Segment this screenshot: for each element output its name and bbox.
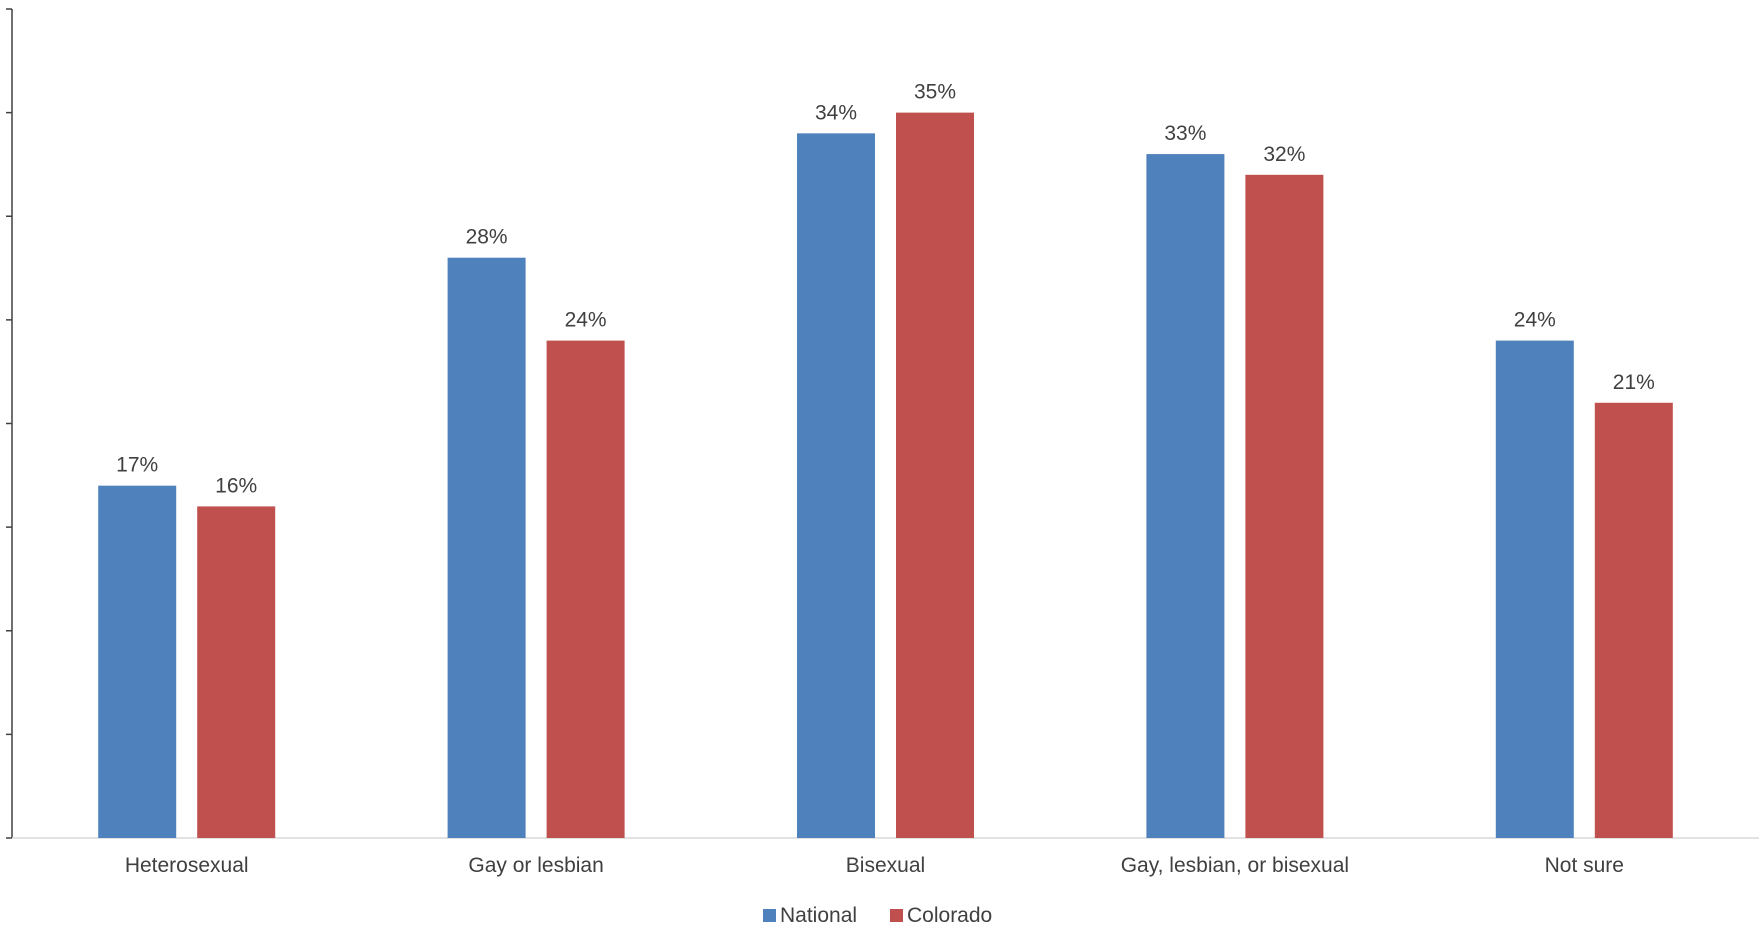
- legend-swatch-colorado: [890, 909, 903, 922]
- bar-national-3: [1146, 154, 1225, 838]
- data-label: 32%: [1263, 143, 1305, 166]
- bar-national-2: [797, 133, 875, 839]
- category-label: Heterosexual: [125, 854, 249, 877]
- bar-colorado-2: [896, 112, 974, 838]
- bar-colorado-3: [1245, 174, 1324, 839]
- bar-national-0: [98, 485, 177, 838]
- bar-colorado-0: [197, 506, 276, 838]
- category-label: Bisexual: [846, 854, 925, 877]
- data-label: 24%: [565, 309, 607, 332]
- data-label: 28%: [466, 226, 508, 249]
- data-labels: 17% 16% 28% 24% 34% 35% 33% 32% 24% 21%: [116, 81, 1655, 498]
- legend-label-national: National: [780, 904, 857, 927]
- category-labels: Heterosexual Gay or lesbian Bisexual Gay, l…: [125, 854, 1624, 877]
- data-label: 17%: [116, 454, 158, 477]
- category-label: Gay or lesbian: [468, 854, 603, 877]
- bar-national-1: [447, 257, 526, 838]
- data-label: 34%: [815, 101, 857, 124]
- category-label: Gay, lesbian, or bisexual: [1121, 854, 1349, 877]
- data-label: 16%: [215, 474, 257, 497]
- bars: [98, 112, 1673, 839]
- category-label: Not sure: [1545, 854, 1624, 877]
- data-label: 33%: [1164, 122, 1206, 145]
- bar-colorado-1: [546, 340, 625, 838]
- bar-colorado-4: [1594, 402, 1673, 838]
- data-label: 21%: [1613, 371, 1655, 394]
- bar-national-4: [1495, 340, 1574, 838]
- legend: National Colorado: [763, 904, 992, 927]
- legend-label-colorado: Colorado: [907, 904, 992, 927]
- legend-swatch-national: [763, 909, 776, 922]
- data-label: 35%: [914, 81, 956, 104]
- y-axis: [6, 8, 13, 839]
- data-label: 24%: [1514, 309, 1556, 332]
